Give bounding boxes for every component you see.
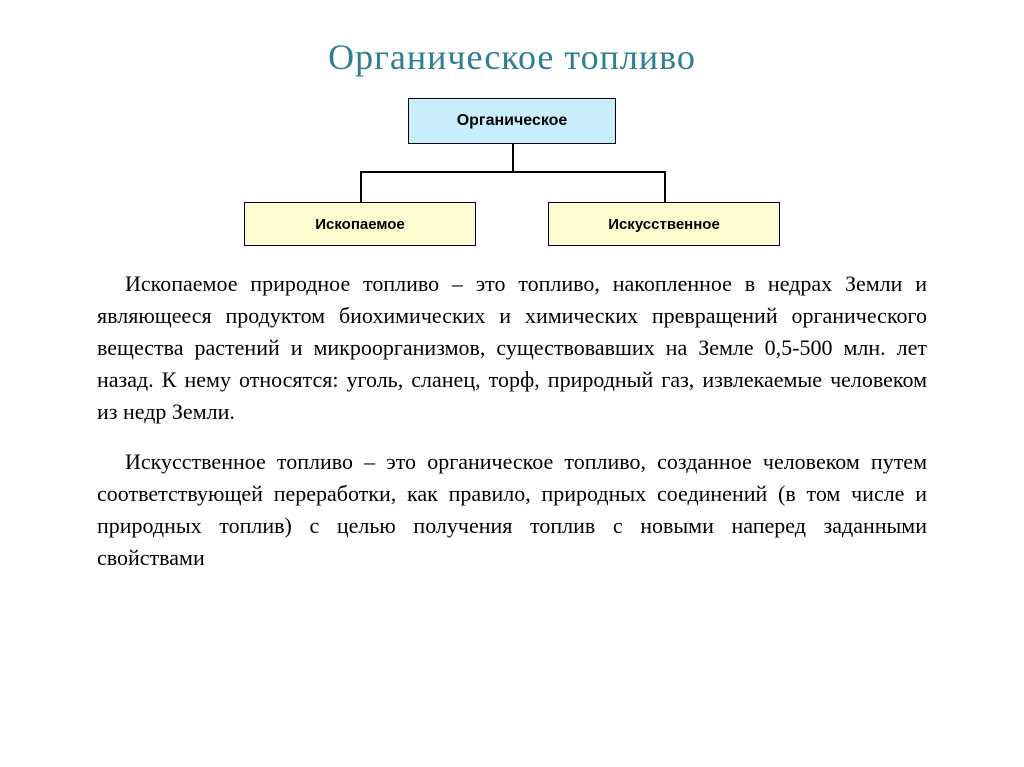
paragraph-artificial: Искусственное топливо – это органическое… [97, 446, 927, 574]
node-root: Органическое [408, 98, 616, 144]
connector-line [512, 144, 514, 172]
slide: Органическое топливо Органическое Ископа… [0, 36, 1024, 767]
page-title: Органическое топливо [0, 36, 1024, 78]
connector-line [664, 171, 666, 202]
paragraph-fossil: Ископаемое природное топливо – это топли… [97, 268, 927, 428]
connector-line [360, 171, 362, 202]
hierarchy-diagram: Органическое Ископаемое Искусственное [232, 98, 792, 246]
node-left: Ископаемое [244, 202, 476, 246]
connector-line [360, 171, 666, 173]
node-right: Искусственное [548, 202, 780, 246]
